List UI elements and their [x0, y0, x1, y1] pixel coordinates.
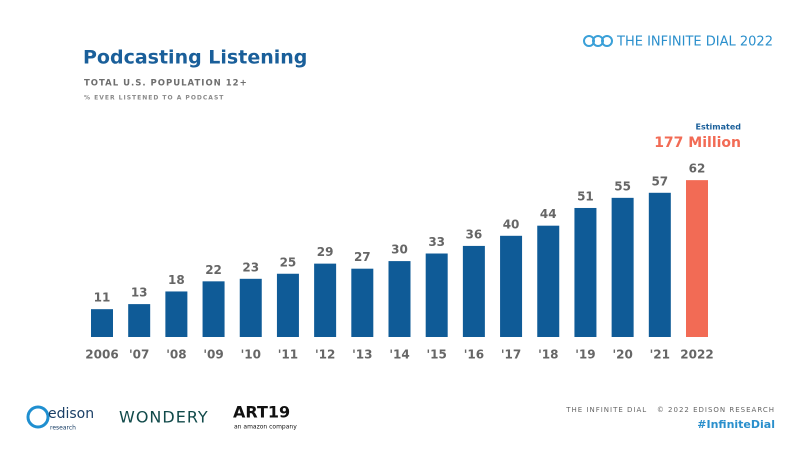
value-label: 22: [205, 263, 222, 277]
x-tick-label: '09: [203, 348, 223, 362]
x-tick-label: '08: [166, 348, 186, 362]
value-label: 18: [168, 273, 185, 287]
x-tick-label: '18: [538, 348, 558, 362]
value-label: 40: [503, 217, 520, 231]
bar: [425, 253, 448, 337]
bar: [500, 235, 523, 337]
x-tick-label: '10: [241, 348, 261, 362]
value-label: 11: [94, 291, 111, 305]
x-tick-label: '14: [389, 348, 409, 362]
bar: [611, 197, 634, 337]
logo: WONDERY: [119, 408, 209, 427]
value-label: 30: [391, 243, 408, 257]
bar: [165, 291, 188, 337]
value-label: 13: [131, 286, 148, 300]
bar: [351, 268, 374, 337]
logo: edison: [48, 406, 94, 422]
logo: research: [50, 425, 76, 432]
chart-title: Podcasting Listening: [83, 47, 307, 69]
bar: [648, 192, 671, 337]
bar: [128, 304, 151, 337]
x-tick-label: '17: [501, 348, 521, 362]
x-tick-label: '15: [427, 348, 447, 362]
value-label: 23: [242, 260, 259, 274]
brand: THE INFINITE DIAL 2022: [616, 35, 773, 50]
bar: [686, 180, 708, 337]
bar: [314, 263, 337, 337]
x-tick-label: 2006: [85, 348, 118, 362]
annotation: 177 Million: [654, 135, 741, 151]
value-label: 51: [577, 189, 594, 203]
x-tick-label: '11: [278, 348, 298, 362]
value-label: 62: [689, 162, 706, 176]
x-tick-label: '12: [315, 348, 335, 362]
annotation: Estimated: [695, 123, 741, 132]
x-tick-label: '16: [464, 348, 484, 362]
value-label: 27: [354, 250, 371, 264]
x-tick-label: '21: [650, 348, 670, 362]
x-tick-label: '13: [352, 348, 372, 362]
x-tick-label: '07: [129, 348, 149, 362]
x-tick-label: 2022: [680, 348, 713, 362]
logo: ART19: [233, 403, 290, 422]
value-label: 25: [280, 255, 297, 269]
value-label: 55: [614, 179, 631, 193]
note: % EVER LISTENED TO A PODCAST: [84, 95, 224, 102]
bar: [574, 207, 597, 337]
value-label: 33: [428, 235, 445, 249]
value-label: 44: [540, 207, 557, 221]
x-tick-label: '20: [612, 348, 632, 362]
bar: [537, 225, 560, 337]
brand-icon: [583, 35, 613, 47]
credit: THE INFINITE DIAL © 2022 EDISON RESEARCH: [565, 406, 775, 414]
edison-logo: edison research: [26, 405, 94, 432]
x-tick-label: '19: [575, 348, 595, 362]
bar: [276, 273, 299, 337]
bar: [91, 309, 113, 337]
bar: [239, 278, 262, 337]
hashtag: #InfiniteDial: [697, 418, 775, 431]
logo: an amazon company: [234, 424, 297, 431]
subtitle: TOTAL U.S. POPULATION 12+: [84, 79, 248, 89]
value-label: 57: [651, 174, 668, 188]
value-label: 29: [317, 245, 334, 259]
bar: [388, 261, 411, 337]
value-label: 36: [466, 227, 483, 241]
bar: [462, 245, 485, 337]
bar: [202, 281, 225, 337]
